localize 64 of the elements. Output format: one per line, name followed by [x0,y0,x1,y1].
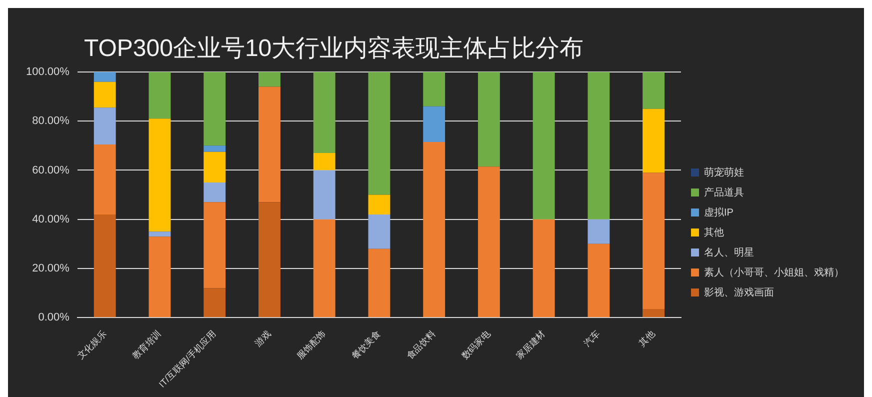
bar [642,108,665,173]
y-tick-label: 40.00% [32,213,70,226]
bar [258,72,280,87]
bar [148,118,171,232]
bar [478,166,500,318]
bar [204,202,226,288]
y-tick-label: 20.00% [32,262,70,275]
bar [204,146,226,152]
bar [204,288,226,318]
bar [423,72,446,106]
y-tick-label: 80.00% [32,115,70,128]
legend-label: 名人、明星 [704,246,754,258]
bar [642,72,665,109]
bar [588,219,610,244]
legend-label: 其他 [704,226,724,238]
bar [588,72,610,220]
bar [313,170,336,220]
bar [642,172,665,310]
bar [94,144,116,214]
bar [313,219,336,318]
legend-label: 萌宠萌娃 [704,166,744,178]
bar [588,244,610,318]
bar [532,219,555,318]
y-tick-label: 60.00% [32,164,70,176]
bar [642,309,665,318]
bar [204,182,226,202]
bar [532,72,555,220]
bar [313,72,336,154]
bar [313,153,336,170]
x-tick-label: 食品饮料 [404,328,438,362]
bar [423,142,446,318]
x-tick-label: 教育培训 [130,328,163,362]
bar [94,214,116,318]
x-tick-label: 文化娱乐 [76,328,108,362]
legend-label: 素人（小哥哥、小姐姐、戏精） [704,266,844,278]
x-tick-label: 游戏 [252,328,273,348]
bar [368,194,390,214]
bar [148,72,171,119]
bar [94,82,116,108]
x-tick-label: 家居建材 [514,328,547,362]
bar [204,152,226,183]
bar [368,72,390,195]
legend-label: 影视、游戏画面 [704,286,774,298]
bar [94,108,116,144]
bar [258,202,280,318]
chart-title: TOP300企业号10大行业内容表现主体占比分布 [84,34,584,64]
bar [258,86,280,202]
x-tick-label: 其他 [636,328,657,348]
bar [368,214,390,249]
x-tick-label: 汽车 [582,328,602,348]
x-tick-label: 餐饮美食 [350,328,382,362]
legend-label: 虚拟IP [704,206,734,218]
legend-label: 产品道具 [704,186,744,198]
bar [204,72,226,146]
bar [478,72,500,167]
x-tick-label: 数码家电 [460,328,492,362]
y-tick-label: 100.00% [26,66,70,78]
bar [423,106,446,142]
bar [368,248,390,318]
y-tick-label: 0.00% [38,312,70,324]
bar [148,232,171,237]
bar [94,72,116,82]
x-tick-label: 服饰配饰 [294,328,328,362]
bar [148,236,171,318]
